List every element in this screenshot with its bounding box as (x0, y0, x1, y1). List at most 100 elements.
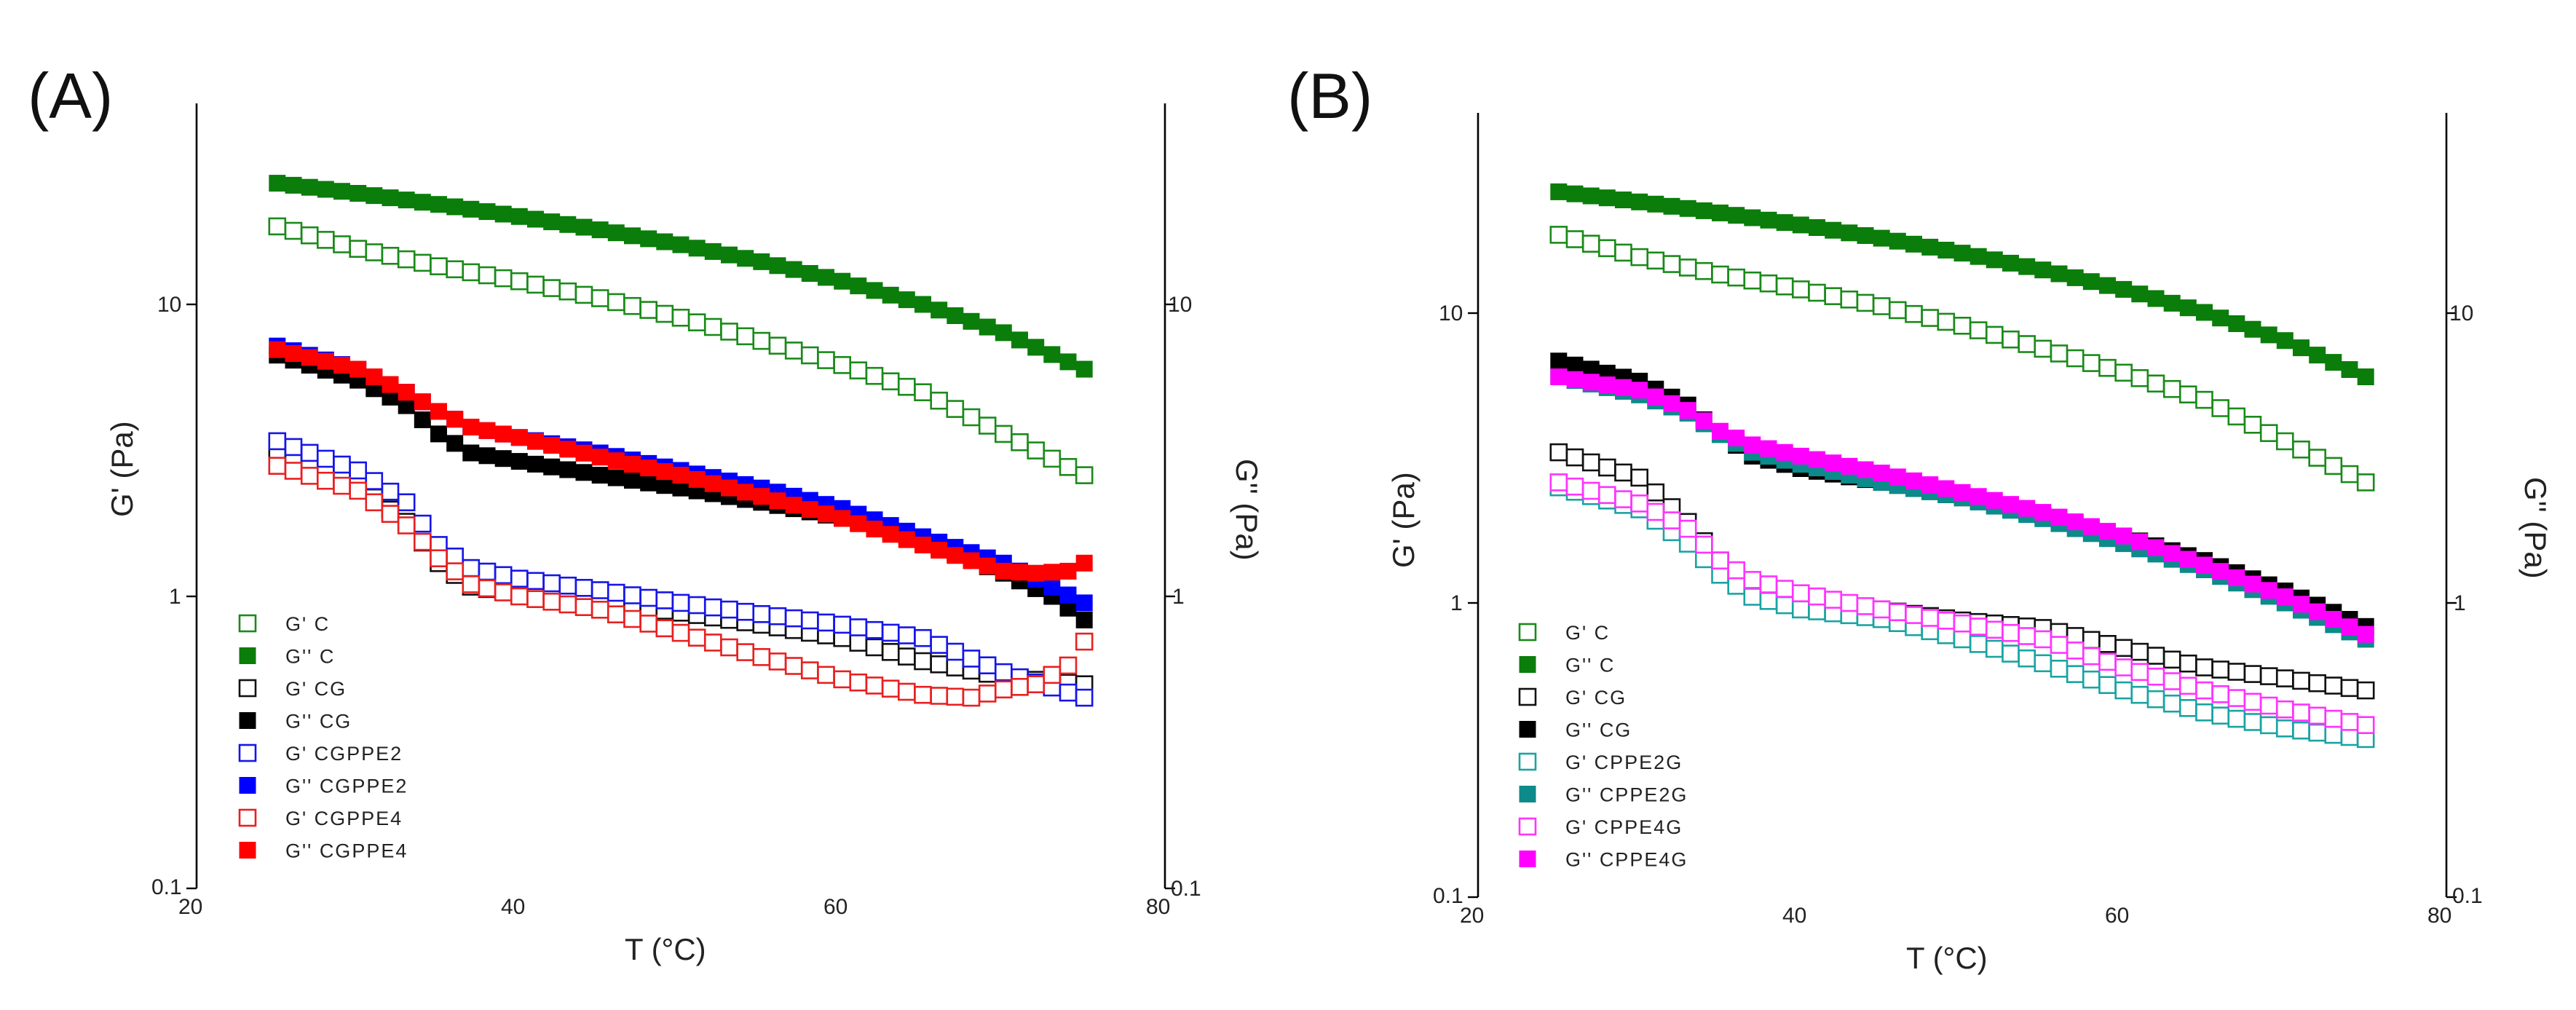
data-point (1059, 586, 1077, 604)
data-point (1695, 535, 1713, 554)
data-point (2340, 679, 2359, 698)
data-point (1825, 221, 1842, 239)
data-point (413, 532, 432, 551)
data-point (591, 449, 609, 466)
data-point (833, 670, 851, 689)
data-point (2146, 690, 2165, 709)
data-point (1840, 290, 1859, 309)
data-point (2195, 703, 2213, 722)
data-point (753, 253, 770, 270)
data-point (366, 368, 383, 385)
data-point (317, 352, 334, 370)
data-point (687, 628, 706, 647)
data-point (2114, 639, 2133, 658)
data-point (947, 547, 964, 564)
data-point (1663, 395, 1680, 412)
data-point (1889, 468, 1906, 486)
data-point (317, 181, 334, 198)
data-point (2114, 363, 2133, 382)
data-point (1776, 443, 1793, 461)
data-point (849, 618, 868, 636)
panel-b-y2tick-label: 0.1 (2452, 884, 2483, 908)
data-point (349, 481, 368, 500)
data-point (1743, 571, 1762, 589)
data-point (1921, 476, 1939, 494)
data-point (349, 185, 367, 202)
data-point (446, 260, 465, 279)
data-point (1986, 251, 2003, 269)
data-point (1809, 451, 1825, 468)
data-point (817, 613, 835, 632)
legend-marker (239, 647, 256, 664)
data-point (2309, 347, 2326, 364)
data-point (349, 240, 368, 259)
data-point (558, 282, 577, 301)
data-point (446, 411, 464, 428)
data-point (2018, 500, 2036, 517)
data-point (881, 642, 900, 661)
data-point (639, 301, 658, 319)
data-point (2162, 650, 2181, 669)
data-point (931, 542, 948, 559)
data-point (381, 246, 400, 265)
panel-b-label: (B) (1287, 60, 1372, 132)
data-point (2325, 611, 2342, 628)
data-point (931, 301, 948, 319)
data-point (333, 183, 350, 200)
data-point (2293, 339, 2310, 357)
data-point (2243, 713, 2262, 731)
data-point (1808, 587, 1826, 606)
data-point (1582, 187, 1600, 205)
data-point (2276, 332, 2293, 350)
data-point (2050, 508, 2068, 526)
legend-label: G' CGPPE2 (285, 743, 403, 765)
data-point (1986, 639, 2004, 658)
legend-label: G' C (1565, 622, 1610, 644)
data-point (1841, 457, 1858, 475)
data-point (671, 308, 690, 327)
data-point (2130, 685, 2149, 704)
data-point (2211, 684, 2229, 703)
data-point (639, 588, 658, 607)
data-point (574, 598, 593, 617)
data-point (818, 269, 834, 286)
data-point (2147, 290, 2165, 307)
data-point (462, 419, 480, 435)
data-point (559, 461, 577, 478)
data-point (2212, 309, 2229, 327)
data-point (1825, 454, 1842, 472)
panel-a: (A) 0.1 1 10 0.1 1 10 20 40 60 80 T (°C)… (28, 60, 1264, 966)
data-point (1598, 189, 1616, 207)
data-point (1662, 511, 1681, 529)
data-point (704, 475, 722, 492)
series-g-c (1550, 183, 2374, 385)
data-point (995, 562, 1012, 580)
data-point (687, 313, 706, 332)
panel-b-xtick-label: 20 (1460, 904, 1484, 928)
data-point (558, 576, 577, 595)
data-point (285, 345, 302, 362)
data-point (2227, 663, 2246, 681)
data-point (2196, 304, 2213, 321)
data-point (914, 536, 931, 553)
panel-b: (B) 0.1 1 10 0.1 1 10 20 40 60 80 T (°C)… (1287, 60, 2553, 975)
data-point (672, 236, 690, 253)
data-point (1953, 484, 1971, 501)
data-point (526, 275, 545, 294)
legend-label: G' C (285, 613, 330, 635)
legend-marker (1519, 721, 1536, 738)
data-point (381, 482, 400, 501)
data-point (1727, 561, 1745, 580)
data-point (1969, 488, 1987, 505)
panel-b-y2tick-label: 1 (2454, 591, 2466, 615)
data-point (349, 360, 367, 378)
data-point (2162, 672, 2181, 690)
data-point (849, 673, 868, 692)
data-point (2115, 280, 2133, 298)
data-point (398, 192, 415, 209)
data-point (333, 357, 350, 374)
data-point (1792, 600, 1810, 619)
data-point (2259, 667, 2278, 685)
data-point (2179, 698, 2197, 717)
data-point (784, 342, 803, 360)
